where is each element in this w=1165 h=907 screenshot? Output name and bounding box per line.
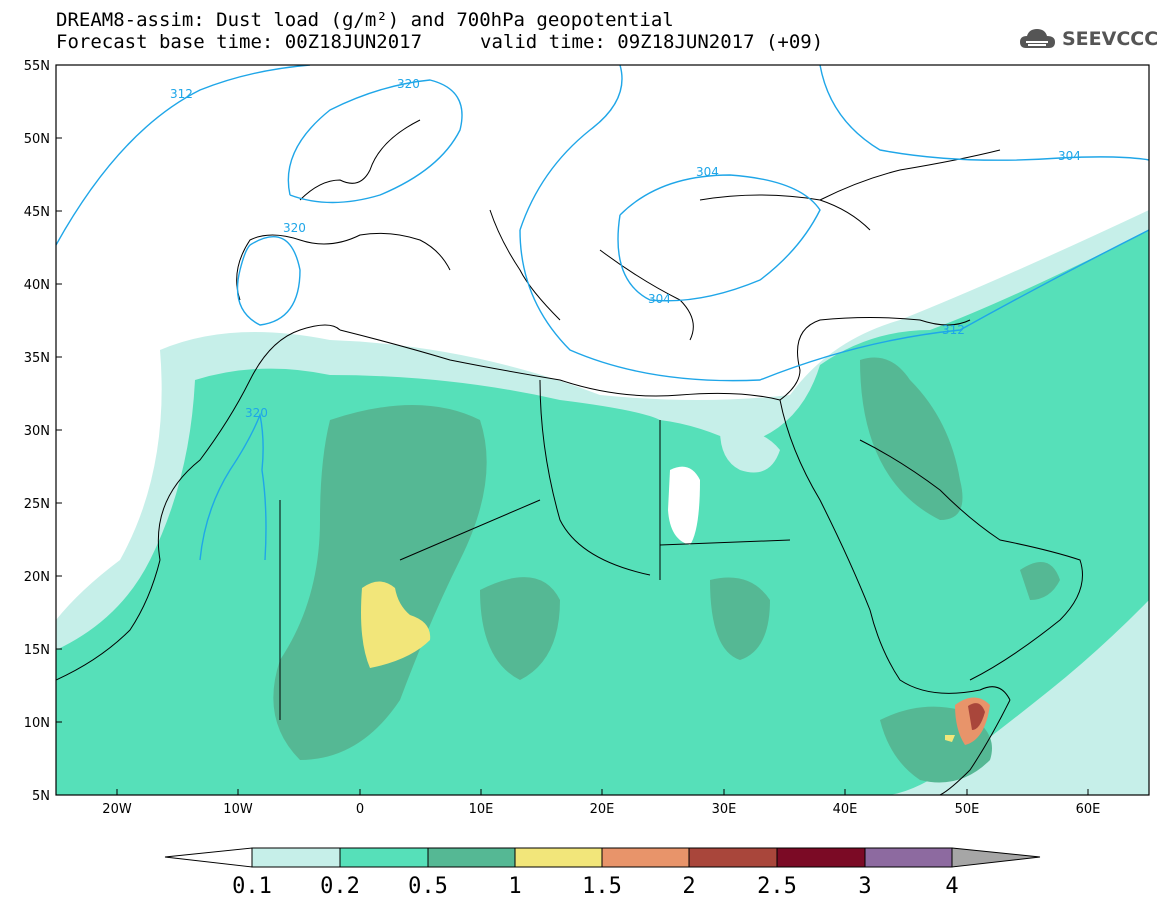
contour-label: 320 (283, 221, 306, 235)
colorbar-label: 4 (945, 874, 958, 899)
colorbar-swatch (864, 847, 953, 868)
lat-label: 40N (24, 278, 50, 293)
colorbar-label: 3 (858, 874, 871, 899)
dust-field (56, 210, 1149, 795)
latitude-axis (56, 64, 62, 796)
colorbar-swatch (688, 847, 778, 868)
lat-label: 10N (24, 716, 50, 731)
lon-label: 20W (102, 802, 132, 817)
colorbar-low-arrow (164, 847, 253, 868)
contour-label: 304 (648, 292, 671, 306)
colorbar-high-arrow (951, 847, 1041, 868)
geopotential-contours (56, 65, 1149, 561)
contour-label: 320 (245, 406, 268, 420)
colorbar-swatch (776, 847, 866, 868)
lat-label: 5N (32, 789, 50, 804)
lat-label: 50N (24, 132, 50, 147)
colorbar-label: 0.1 (232, 874, 272, 899)
colorbar-swatch (427, 847, 516, 868)
lat-label: 30N (24, 424, 50, 439)
coastlines (56, 119, 1083, 795)
longitude-axis (116, 789, 1089, 795)
lon-label: 50E (955, 802, 980, 817)
colorbar (164, 847, 1041, 868)
contour-label: 312 (942, 323, 965, 337)
lat-label: 35N (24, 351, 50, 366)
lon-label: 0 (356, 802, 364, 817)
colorbar-label: 1 (508, 874, 521, 899)
logo-text: SEEVCCC (1062, 28, 1159, 50)
lat-label: 20N (24, 570, 50, 585)
cloud-icon (1020, 29, 1055, 48)
colorbar-swatch (601, 847, 690, 868)
longitude-labels: 20W 10W 0 10E 20E 30E 40E 50E 60E (102, 802, 1100, 817)
lat-label: 45N (24, 205, 50, 220)
valid-time: valid time: 09Z18JUN2017 (+09) (480, 31, 824, 53)
lon-label: 30E (712, 802, 737, 817)
colorbar-label: 1.5 (582, 874, 622, 899)
lat-label: 55N (24, 59, 50, 74)
colorbar-swatch (339, 847, 429, 868)
colorbar-swatch (514, 847, 603, 868)
lon-label: 40E (833, 802, 858, 817)
colorbar-swatch (251, 847, 341, 868)
contour-label: 304 (696, 165, 719, 179)
contour-label: 304 (1058, 149, 1081, 163)
colorbar-label: 2 (682, 874, 695, 899)
contour-label: 320 (397, 77, 420, 91)
lon-label: 60E (1076, 802, 1101, 817)
lat-label: 25N (24, 497, 50, 512)
contour-labels: 312 320 320 304 304 304 312 320 (170, 77, 1081, 420)
colorbar-label: 0.5 (408, 874, 448, 899)
lon-label: 10E (469, 802, 494, 817)
lat-label: 15N (24, 643, 50, 658)
colorbar-labels: 0.1 0.2 0.5 1 1.5 2 2.5 3 4 (232, 874, 959, 899)
contour-label: 312 (170, 87, 193, 101)
lon-label: 10W (223, 802, 253, 817)
seevccc-logo: SEEVCCC (1018, 26, 1158, 52)
lon-label: 20E (590, 802, 615, 817)
map-title: DREAM8-assim: Dust load (g/m²) and 700hP… (56, 9, 674, 31)
colorbar-label: 2.5 (757, 874, 797, 899)
forecast-base-time: Forecast base time: 00Z18JUN2017 (56, 31, 423, 53)
latitude-labels: 55N 50N 45N 40N 35N 30N 25N 20N 15N 10N … (24, 59, 50, 804)
colorbar-label: 0.2 (320, 874, 360, 899)
